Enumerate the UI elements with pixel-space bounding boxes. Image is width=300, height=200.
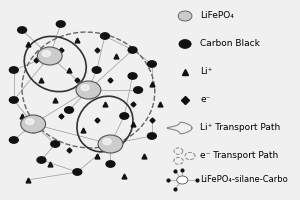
Circle shape <box>18 27 26 33</box>
Text: LiFePO₄: LiFePO₄ <box>200 11 234 21</box>
Circle shape <box>178 11 192 21</box>
Circle shape <box>106 161 115 167</box>
Circle shape <box>81 85 89 91</box>
Circle shape <box>21 115 46 133</box>
Circle shape <box>148 61 156 67</box>
Circle shape <box>42 51 50 57</box>
Circle shape <box>92 67 101 73</box>
Text: e⁻: e⁻ <box>200 96 211 104</box>
Text: LiFePO₄-silane-Carbo: LiFePO₄-silane-Carbo <box>200 176 288 184</box>
Circle shape <box>37 47 62 65</box>
Circle shape <box>100 33 109 39</box>
Circle shape <box>179 40 191 48</box>
Circle shape <box>37 157 46 163</box>
Circle shape <box>103 139 111 145</box>
Circle shape <box>73 169 82 175</box>
Circle shape <box>148 133 156 139</box>
Text: Li⁺: Li⁺ <box>200 68 213 76</box>
Text: e⁻ Transport Path: e⁻ Transport Path <box>200 152 278 160</box>
Circle shape <box>98 135 123 153</box>
Circle shape <box>51 141 60 147</box>
Circle shape <box>128 47 137 53</box>
Circle shape <box>128 73 137 79</box>
Circle shape <box>9 97 18 103</box>
Circle shape <box>26 119 34 125</box>
Text: Carbon Black: Carbon Black <box>200 40 260 48</box>
Circle shape <box>120 113 129 119</box>
Circle shape <box>177 176 188 184</box>
Circle shape <box>134 87 142 93</box>
Circle shape <box>76 81 101 99</box>
Circle shape <box>64 107 74 113</box>
Circle shape <box>9 137 18 143</box>
Circle shape <box>56 21 65 27</box>
Text: Li⁺ Transport Path: Li⁺ Transport Path <box>200 123 280 132</box>
Circle shape <box>9 67 18 73</box>
